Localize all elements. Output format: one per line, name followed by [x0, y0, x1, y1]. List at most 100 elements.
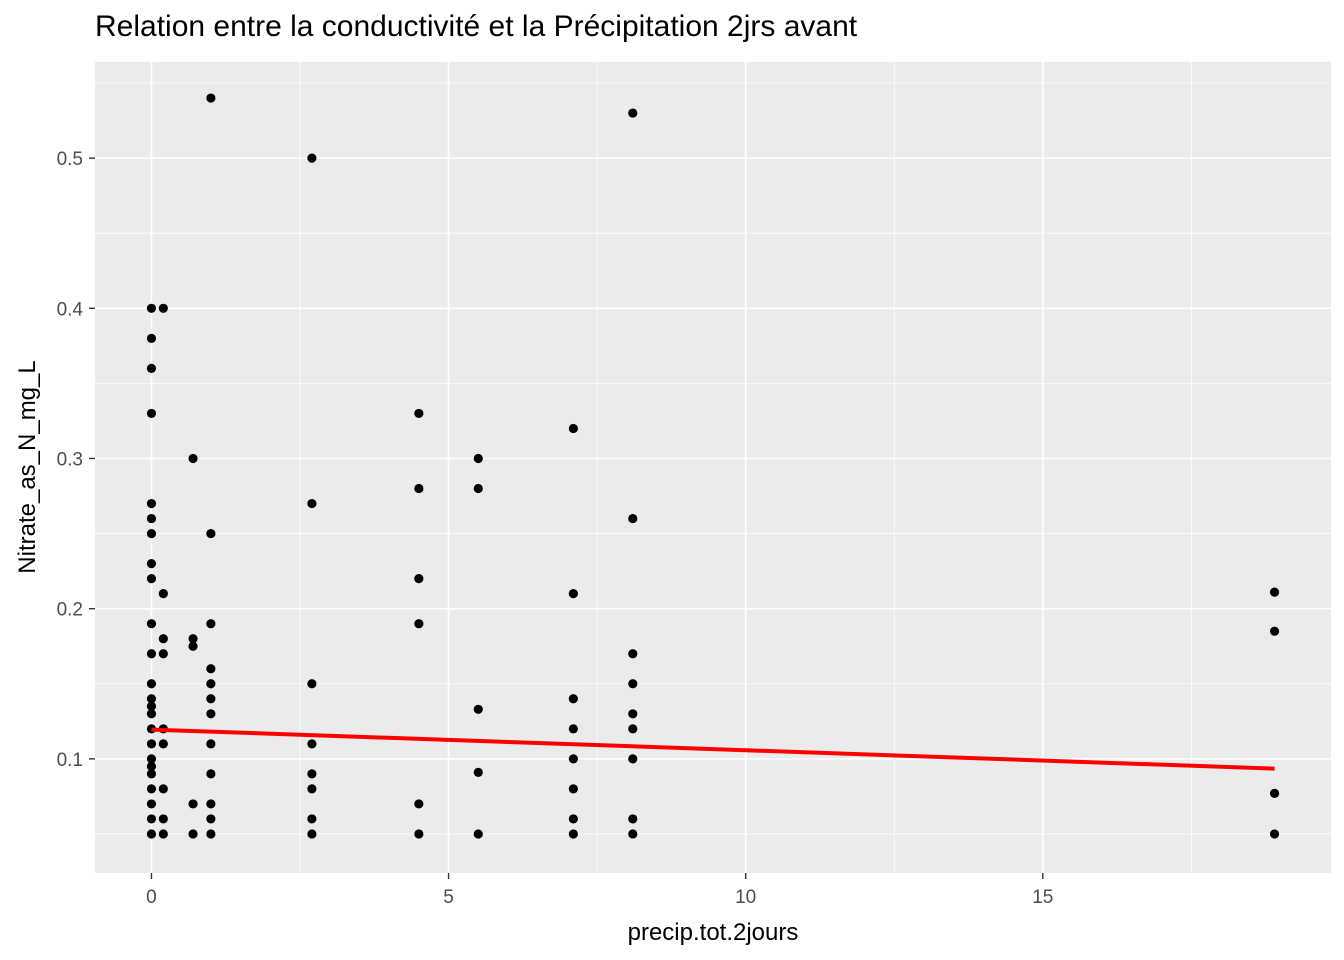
- data-point: [158, 784, 168, 794]
- data-point: [1269, 626, 1280, 636]
- data-point: [307, 153, 317, 163]
- data-point: [414, 408, 424, 419]
- data-point: [188, 799, 198, 809]
- x-tick-label: 0: [146, 887, 157, 908]
- trend-line-group: [151, 727, 1275, 771]
- data-point: [146, 619, 157, 629]
- data-point: [307, 679, 317, 689]
- data-point: [414, 799, 424, 809]
- data-point: [206, 829, 216, 839]
- data-point: [146, 701, 157, 711]
- data-point: [146, 649, 157, 659]
- data-point: [146, 363, 157, 373]
- data-point: [307, 814, 317, 824]
- data-point: [473, 704, 483, 714]
- data-point: [188, 634, 198, 644]
- data-point: [628, 814, 638, 824]
- data-point: [473, 483, 483, 494]
- y-axis-title: Nitrate_as_N_mg_L: [14, 360, 41, 573]
- data-point: [628, 679, 638, 689]
- data-point: [307, 829, 317, 839]
- data-point: [146, 559, 157, 569]
- data-point: [146, 754, 157, 764]
- data-point: [206, 619, 216, 629]
- data-point: [158, 589, 168, 599]
- data-point: [146, 679, 157, 689]
- data-point: [206, 93, 216, 103]
- data-point: [146, 799, 157, 809]
- data-point: [146, 303, 157, 313]
- data-point: [307, 769, 317, 779]
- data-point: [146, 574, 157, 584]
- data-point: [206, 814, 216, 824]
- data-point: [628, 108, 638, 118]
- data-point: [146, 814, 157, 824]
- data-point: [414, 574, 424, 584]
- data-point: [1269, 829, 1280, 839]
- data-points: [146, 93, 1280, 839]
- x-tick-label: 15: [1032, 887, 1053, 908]
- data-point: [206, 769, 216, 779]
- data-point: [146, 694, 157, 704]
- data-point: [628, 513, 638, 524]
- y-tick-label: 0.2: [57, 600, 83, 621]
- data-point: [414, 483, 424, 494]
- data-point: [307, 739, 317, 749]
- data-point: [628, 649, 638, 659]
- x-tick-label: 5: [443, 887, 454, 908]
- data-point: [146, 408, 157, 419]
- data-point: [628, 724, 638, 734]
- data-point: [146, 829, 157, 839]
- data-point: [146, 709, 157, 719]
- data-point: [158, 649, 168, 659]
- data-point: [146, 498, 157, 509]
- data-point: [188, 641, 198, 651]
- y-tick-label: 0.5: [57, 149, 83, 170]
- axis-ticks: 0 5 10 15 0.1 0.2 0.3 0.4 0.5: [57, 149, 1054, 908]
- data-point: [206, 694, 216, 704]
- data-point: [307, 498, 317, 509]
- data-point: [628, 754, 638, 764]
- data-point: [206, 528, 216, 539]
- data-point: [206, 679, 216, 689]
- data-point: [1269, 587, 1280, 597]
- plot-panel: [95, 62, 1331, 873]
- data-point: [568, 589, 578, 599]
- data-point: [158, 829, 168, 839]
- data-point: [568, 814, 578, 824]
- data-point: [158, 634, 168, 644]
- data-point: [146, 333, 157, 343]
- data-point: [146, 761, 157, 771]
- x-tick-label: 10: [735, 887, 756, 908]
- data-point: [146, 528, 157, 539]
- data-point: [158, 814, 168, 824]
- trend-line: [151, 727, 1275, 771]
- grid-lines: [95, 62, 1331, 873]
- data-point: [473, 767, 483, 777]
- data-point: [188, 829, 198, 839]
- data-point: [628, 829, 638, 839]
- data-point: [307, 784, 317, 794]
- data-point: [146, 784, 157, 794]
- data-point: [158, 739, 168, 749]
- y-tick-label: 0.4: [57, 299, 84, 320]
- data-point: [1269, 788, 1280, 799]
- data-point: [568, 423, 578, 434]
- data-point: [146, 739, 157, 749]
- data-point: [206, 709, 216, 719]
- data-point: [568, 829, 578, 839]
- y-tick-label: 0.1: [57, 750, 83, 771]
- data-point: [206, 664, 216, 674]
- data-point: [206, 739, 216, 749]
- data-point: [568, 754, 578, 764]
- data-point: [568, 784, 578, 794]
- data-point: [568, 694, 578, 704]
- data-point: [628, 709, 638, 719]
- data-point: [158, 303, 168, 313]
- data-point: [414, 619, 424, 629]
- data-point: [473, 829, 483, 839]
- data-point: [473, 453, 483, 464]
- data-point: [206, 799, 216, 809]
- data-point: [146, 769, 157, 779]
